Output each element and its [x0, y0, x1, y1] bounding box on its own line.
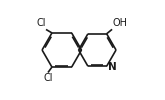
Text: Cl: Cl	[43, 74, 53, 84]
Text: Cl: Cl	[36, 18, 46, 28]
Text: N: N	[108, 62, 117, 72]
Text: OH: OH	[112, 18, 127, 28]
